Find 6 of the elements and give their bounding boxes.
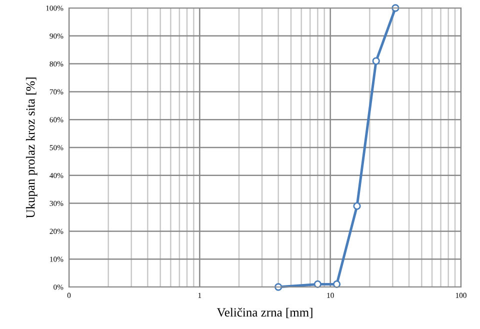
point [372,57,380,65]
point [314,280,322,288]
point [353,202,361,210]
y-axis-title: Ukupan prolaz kroz sita [%] [26,78,38,218]
point [332,280,341,288]
x-axis-title: Veličina zrna [mm] [216,308,312,318]
